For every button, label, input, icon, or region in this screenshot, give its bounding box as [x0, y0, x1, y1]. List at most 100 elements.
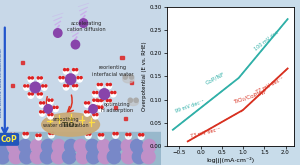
Text: optimizing
H adsorption: optimizing H adsorption	[101, 102, 133, 113]
Circle shape	[63, 84, 69, 90]
Circle shape	[23, 132, 26, 135]
Circle shape	[31, 139, 44, 153]
Circle shape	[53, 106, 58, 112]
Circle shape	[138, 133, 144, 139]
Circle shape	[96, 91, 98, 94]
Circle shape	[93, 114, 95, 116]
Circle shape	[84, 102, 90, 107]
Circle shape	[76, 85, 78, 87]
Circle shape	[24, 85, 26, 87]
Circle shape	[42, 85, 44, 87]
Circle shape	[88, 133, 91, 135]
Circle shape	[59, 77, 61, 79]
Bar	[0, 0, 160, 132]
Circle shape	[130, 75, 134, 79]
Text: reorienting
interfacial water: reorienting interfacial water	[92, 65, 133, 77]
Circle shape	[40, 93, 42, 95]
Bar	[124, 117, 127, 120]
Circle shape	[31, 77, 33, 79]
Circle shape	[54, 29, 62, 37]
Circle shape	[107, 150, 121, 164]
Circle shape	[63, 68, 69, 74]
Circle shape	[88, 111, 90, 113]
Circle shape	[125, 133, 131, 139]
Circle shape	[143, 139, 156, 153]
Circle shape	[73, 85, 75, 87]
Circle shape	[97, 83, 99, 86]
Circle shape	[142, 134, 144, 136]
Circle shape	[42, 85, 47, 90]
Circle shape	[53, 106, 55, 108]
Bar	[21, 61, 24, 64]
Circle shape	[64, 139, 77, 153]
Circle shape	[106, 83, 112, 89]
Circle shape	[62, 77, 64, 79]
Circle shape	[67, 85, 69, 87]
Circle shape	[130, 139, 143, 153]
Circle shape	[13, 133, 15, 136]
Circle shape	[89, 105, 97, 113]
Circle shape	[100, 83, 102, 86]
Text: CoP/NF: CoP/NF	[205, 71, 226, 86]
Text: 99 mV dec⁻¹: 99 mV dec⁻¹	[174, 99, 205, 114]
Circle shape	[0, 139, 9, 153]
Circle shape	[31, 93, 33, 95]
Circle shape	[7, 139, 20, 153]
Text: 77 mV dec⁻¹: 77 mV dec⁻¹	[255, 76, 284, 95]
Circle shape	[86, 133, 88, 135]
Circle shape	[39, 111, 45, 116]
Circle shape	[98, 134, 101, 136]
Circle shape	[132, 150, 146, 164]
Circle shape	[76, 69, 78, 71]
Circle shape	[71, 40, 80, 49]
Circle shape	[109, 83, 111, 86]
Circle shape	[106, 99, 112, 105]
Circle shape	[36, 134, 38, 136]
Circle shape	[76, 150, 90, 164]
Circle shape	[74, 139, 87, 153]
Ellipse shape	[42, 113, 100, 136]
Circle shape	[101, 134, 104, 136]
Circle shape	[93, 99, 95, 101]
Circle shape	[73, 69, 75, 71]
Circle shape	[43, 111, 45, 113]
Circle shape	[26, 132, 28, 135]
Circle shape	[96, 99, 98, 101]
Circle shape	[43, 102, 45, 104]
Circle shape	[93, 91, 95, 94]
Circle shape	[28, 93, 30, 95]
Text: 100 mV dec⁻¹: 100 mV dec⁻¹	[254, 27, 284, 52]
Circle shape	[97, 99, 103, 105]
Circle shape	[49, 132, 54, 138]
Circle shape	[113, 132, 118, 138]
Circle shape	[48, 99, 50, 101]
Ellipse shape	[128, 99, 138, 106]
Text: TiO₂/CoP/NF: TiO₂/CoP/NF	[232, 89, 267, 104]
Circle shape	[28, 77, 30, 79]
Circle shape	[93, 99, 98, 104]
Circle shape	[56, 106, 58, 108]
Circle shape	[88, 102, 90, 104]
Circle shape	[49, 132, 51, 134]
Circle shape	[52, 150, 65, 164]
Circle shape	[109, 99, 111, 102]
Circle shape	[109, 139, 122, 153]
Circle shape	[37, 93, 43, 98]
Circle shape	[48, 114, 50, 116]
Circle shape	[111, 91, 116, 97]
Circle shape	[65, 74, 76, 84]
Circle shape	[40, 77, 42, 79]
Circle shape	[31, 150, 44, 164]
Circle shape	[67, 69, 69, 71]
Circle shape	[28, 77, 34, 82]
Circle shape	[84, 111, 90, 116]
Circle shape	[85, 102, 87, 104]
Circle shape	[98, 133, 104, 139]
Circle shape	[86, 139, 99, 153]
Text: accelerating
cation diffusion: accelerating cation diffusion	[68, 21, 106, 32]
Circle shape	[113, 132, 115, 135]
Circle shape	[40, 150, 54, 164]
Circle shape	[100, 99, 102, 102]
Circle shape	[106, 99, 108, 102]
Circle shape	[59, 76, 64, 82]
